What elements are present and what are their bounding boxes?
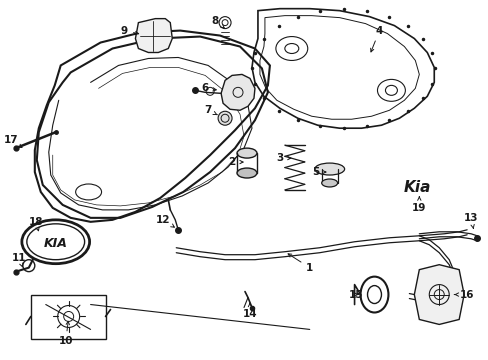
Ellipse shape: [237, 148, 256, 158]
Text: KIA: KIA: [44, 237, 67, 250]
Polygon shape: [221, 75, 254, 110]
Ellipse shape: [314, 163, 344, 175]
Text: 15: 15: [347, 289, 362, 300]
Text: 14: 14: [242, 303, 257, 319]
Text: 6: 6: [201, 84, 216, 93]
Ellipse shape: [237, 168, 256, 178]
Text: 10: 10: [59, 321, 73, 346]
Text: 2: 2: [228, 157, 243, 167]
Text: 4: 4: [370, 26, 383, 52]
Text: 17: 17: [3, 135, 22, 148]
Text: 1: 1: [287, 254, 313, 273]
Ellipse shape: [321, 179, 337, 187]
Polygon shape: [413, 265, 463, 324]
Text: 7: 7: [204, 105, 217, 115]
Text: 3: 3: [276, 153, 290, 163]
Text: 16: 16: [453, 289, 473, 300]
Text: 19: 19: [411, 197, 426, 213]
Text: 11: 11: [12, 253, 26, 267]
Polygon shape: [135, 19, 172, 53]
Text: 18: 18: [28, 217, 43, 231]
Text: 5: 5: [311, 167, 325, 177]
Text: 8: 8: [211, 15, 224, 28]
Text: 9: 9: [121, 26, 138, 36]
Ellipse shape: [218, 111, 232, 125]
Text: 13: 13: [463, 213, 477, 229]
Text: 12: 12: [156, 215, 174, 227]
Text: Kia: Kia: [403, 180, 430, 195]
Ellipse shape: [22, 220, 89, 264]
